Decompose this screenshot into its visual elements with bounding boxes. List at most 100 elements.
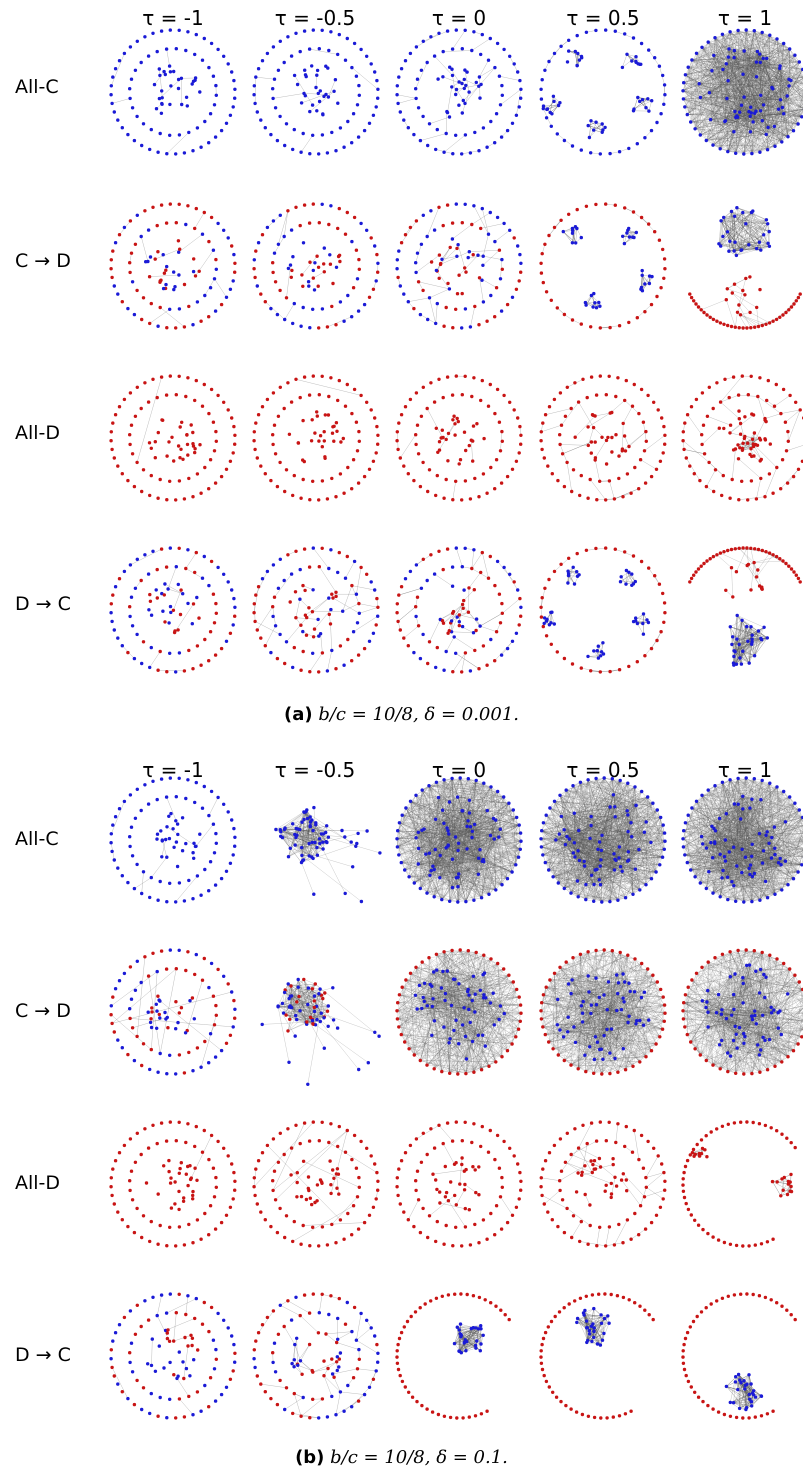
network-nodes bbox=[688, 206, 802, 330]
network-thumbnail bbox=[395, 202, 523, 330]
row-label: All-C bbox=[15, 828, 59, 850]
panel-a: τ = -1 τ = -0.5 τ = 0 τ = 0.5 τ = 1 All-… bbox=[0, 6, 803, 725]
network-thumbnail bbox=[539, 202, 667, 330]
network-nodes bbox=[539, 776, 667, 904]
network-thumbnail bbox=[109, 1120, 237, 1248]
caption-b: (b) b/c = 10/8, δ = 0.1. bbox=[0, 1447, 803, 1468]
network-edges bbox=[397, 30, 522, 155]
caption-letter: (b) bbox=[295, 1447, 325, 1468]
column-header: τ = 0.5 bbox=[566, 6, 640, 30]
network-nodes bbox=[539, 546, 667, 674]
network-edges bbox=[190, 1135, 212, 1180]
network-edges bbox=[540, 777, 666, 903]
network-thumbnail bbox=[539, 1120, 667, 1248]
network-edges bbox=[408, 1125, 513, 1227]
row-label: All-C bbox=[15, 76, 59, 98]
network-nodes bbox=[109, 776, 237, 904]
network-edges bbox=[136, 377, 162, 463]
network-thumbnail bbox=[109, 546, 237, 674]
network-thumbnail bbox=[395, 1120, 523, 1248]
network-edges bbox=[111, 49, 217, 154]
network-thumbnail bbox=[539, 28, 667, 156]
caption-text: b/c = 10/8, δ = 0.001. bbox=[318, 704, 519, 725]
network-nodes bbox=[109, 546, 237, 674]
row-label: D → C bbox=[15, 593, 71, 615]
caption-text: b/c = 10/8, δ = 0.1. bbox=[330, 1447, 508, 1468]
network-thumbnail bbox=[109, 202, 237, 330]
panel-b: τ = -1 τ = -0.5 τ = 0 τ = 0.5 τ = 1 All-… bbox=[0, 750, 803, 1479]
network-thumbnail bbox=[688, 206, 802, 330]
network-nodes bbox=[252, 1120, 380, 1248]
network-thumbnail bbox=[681, 1292, 797, 1420]
row-label: C → D bbox=[15, 1000, 71, 1022]
network-edges bbox=[119, 212, 227, 328]
network-edges bbox=[295, 379, 362, 396]
network-thumbnail bbox=[539, 1292, 655, 1420]
caption-a: (a) b/c = 10/8, δ = 0.001. bbox=[0, 704, 803, 725]
network-edges bbox=[265, 210, 379, 328]
network-edges bbox=[275, 807, 380, 902]
network-nodes bbox=[395, 374, 523, 502]
network-nodes bbox=[109, 374, 237, 502]
network-nodes bbox=[260, 977, 381, 1086]
network-nodes bbox=[395, 1120, 523, 1248]
network-thumbnail bbox=[539, 374, 667, 502]
network-nodes bbox=[681, 374, 803, 502]
network-thumbnail bbox=[395, 374, 523, 502]
network-nodes bbox=[395, 202, 523, 330]
network-nodes bbox=[539, 202, 667, 330]
network-nodes bbox=[395, 776, 523, 904]
network-edges bbox=[693, 207, 801, 329]
network-thumbnail bbox=[109, 948, 237, 1076]
network-edges bbox=[397, 375, 522, 500]
network-nodes bbox=[109, 1292, 237, 1420]
network-edges bbox=[397, 548, 521, 672]
row-label: C → D bbox=[15, 250, 71, 272]
network-nodes bbox=[539, 1292, 655, 1420]
column-header: τ = -0.5 bbox=[274, 758, 356, 782]
network-nodes bbox=[539, 374, 667, 502]
network-thumbnail bbox=[688, 546, 802, 667]
network-thumbnail bbox=[395, 28, 523, 156]
network-nodes bbox=[109, 28, 237, 156]
network-edges bbox=[110, 956, 234, 1068]
network-thumbnail bbox=[395, 948, 523, 1076]
network-nodes bbox=[109, 948, 237, 1076]
network-edges bbox=[396, 777, 522, 903]
network-nodes bbox=[252, 374, 380, 502]
network-nodes bbox=[539, 28, 667, 156]
network-nodes bbox=[681, 948, 803, 1076]
network-nodes bbox=[681, 1120, 797, 1248]
network-thumbnail bbox=[681, 948, 803, 1076]
network-nodes bbox=[252, 1292, 380, 1420]
network-edges bbox=[543, 30, 666, 155]
column-header: τ = 0 bbox=[431, 6, 487, 30]
network-thumbnail bbox=[681, 374, 803, 502]
network-thumbnail bbox=[539, 948, 667, 1076]
network-thumbnail bbox=[252, 202, 380, 330]
network-thumbnail bbox=[109, 1292, 237, 1420]
network-nodes bbox=[688, 546, 802, 667]
network-thumbnail bbox=[395, 1292, 511, 1420]
caption-letter: (a) bbox=[283, 704, 313, 725]
network-thumbnail bbox=[252, 1120, 380, 1248]
network-thumbnail bbox=[109, 28, 237, 156]
network-nodes bbox=[395, 546, 523, 674]
network-edges bbox=[111, 1295, 197, 1415]
network-thumbnail bbox=[681, 28, 803, 156]
network-thumbnail bbox=[252, 28, 380, 156]
network-edges bbox=[254, 48, 379, 153]
network-thumbnail bbox=[395, 776, 523, 904]
network-thumbnail bbox=[252, 546, 380, 674]
network-thumbnail bbox=[260, 977, 381, 1086]
network-nodes bbox=[109, 202, 237, 330]
row-label: All-D bbox=[15, 422, 61, 444]
network-thumbnail bbox=[109, 776, 237, 904]
column-header: τ = 1 bbox=[717, 6, 773, 30]
network-edges bbox=[253, 1121, 378, 1242]
network-nodes bbox=[539, 1120, 667, 1248]
network-thumbnail bbox=[109, 374, 237, 502]
network-nodes bbox=[395, 28, 523, 156]
column-header: τ = -1 bbox=[142, 6, 204, 30]
network-thumbnail bbox=[252, 1292, 380, 1420]
